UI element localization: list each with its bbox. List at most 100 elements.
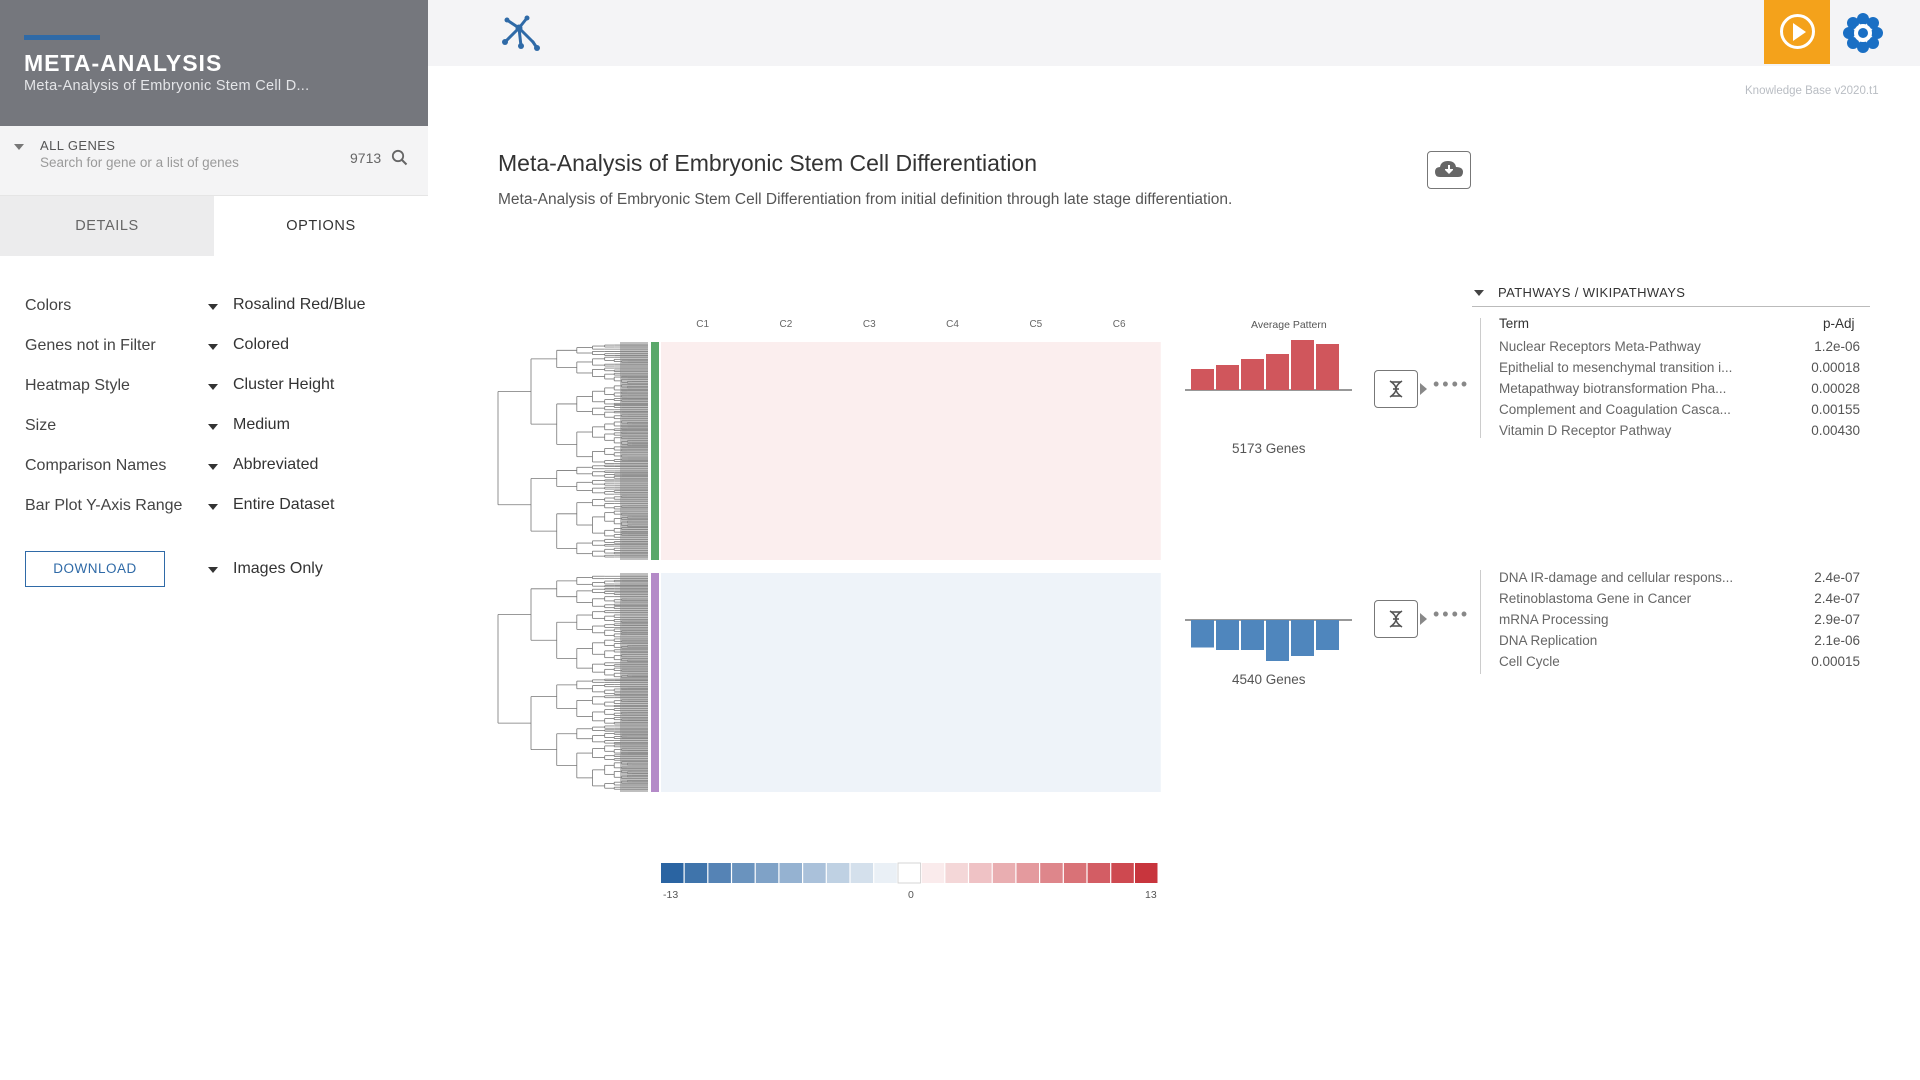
- pathway-term[interactable]: Retinoblastoma Gene in Cancer: [1499, 591, 1692, 606]
- pathway-padj: 2.1e-06: [1814, 633, 1860, 648]
- legend-min-label: -13: [663, 889, 679, 901]
- caret-down-icon[interactable]: [208, 344, 218, 350]
- gene-filter-label[interactable]: ALL GENES: [40, 138, 116, 153]
- pathways-col-term: Term: [1499, 316, 1529, 331]
- pathway-padj: 0.00015: [1811, 654, 1860, 669]
- cloud-download-icon: [1435, 161, 1463, 177]
- network-logo-icon[interactable]: [497, 12, 543, 52]
- average-pattern-label: Average Pattern: [1251, 319, 1327, 331]
- cloud-download-button[interactable]: [1427, 151, 1471, 189]
- option-label: Bar Plot Y-Axis Range: [25, 497, 183, 514]
- option-label: Colors: [25, 297, 72, 314]
- caret-down-icon[interactable]: [14, 144, 24, 151]
- avg-pattern-bar: [1191, 620, 1214, 648]
- caret-down-icon[interactable]: [208, 384, 218, 390]
- legend-swatch: [779, 863, 802, 883]
- pathway-padj: 2.9e-07: [1814, 612, 1860, 627]
- top-bar: [428, 0, 1920, 66]
- caret-down-icon[interactable]: [208, 504, 218, 510]
- pathway-term[interactable]: Nuclear Receptors Meta-Pathway: [1499, 339, 1701, 354]
- download-format-value[interactable]: Images Only: [233, 560, 323, 577]
- legend-swatch: [1040, 863, 1063, 883]
- flower-brand-icon[interactable]: [1842, 12, 1884, 54]
- tab-details[interactable]: DETAILS: [0, 196, 214, 256]
- pathway-padj: 0.00018: [1811, 360, 1860, 375]
- legend-swatch: [921, 863, 945, 883]
- page-description: Meta-Analysis of Embryonic Stem Cell Dif…: [498, 191, 1233, 208]
- legend-swatch: [874, 863, 897, 883]
- option-value-dropdown[interactable]: Rosalind Red/Blue: [233, 296, 366, 313]
- cluster-down-gene-count: 4540 Genes: [1232, 672, 1306, 687]
- play-button[interactable]: [1764, 0, 1830, 64]
- sidebar-tabs: DETAILS OPTIONS: [0, 196, 428, 256]
- cluster-color-band: [651, 342, 659, 560]
- search-icon[interactable]: [391, 149, 408, 166]
- arrow-right-icon: [1420, 613, 1427, 625]
- legend-swatch: [897, 862, 921, 884]
- pathway-term[interactable]: Cell Cycle: [1499, 654, 1560, 669]
- dendrogram-leaves: [620, 573, 648, 792]
- legend-swatch: [1016, 863, 1039, 883]
- enrichment-button-down[interactable]: [1374, 600, 1418, 638]
- legend-swatch: [732, 863, 755, 883]
- play-triangle-icon: [1793, 23, 1806, 41]
- legend-swatch: [1135, 863, 1158, 883]
- avg-pattern-bar: [1316, 344, 1339, 390]
- gene-count: 9713: [350, 150, 382, 166]
- pathway-term[interactable]: DNA IR-damage and cellular respons...: [1499, 570, 1734, 585]
- legend-swatch: [1063, 863, 1087, 883]
- caret-down-icon[interactable]: [208, 304, 218, 310]
- pathways-header[interactable]: PATHWAYS / WIKIPATHWAYS: [1498, 285, 1686, 300]
- avg-pattern-bar: [1266, 354, 1289, 390]
- caret-down-icon[interactable]: [1474, 290, 1484, 296]
- heatmap-column-label: C2: [779, 319, 793, 330]
- pathway-padj: 0.00155: [1811, 402, 1860, 417]
- tab-options[interactable]: OPTIONS: [214, 196, 428, 256]
- pathways-divider: [1480, 570, 1481, 674]
- avg-pattern-bar: [1241, 620, 1264, 650]
- option-value-dropdown[interactable]: Cluster Height: [233, 376, 335, 393]
- option-value-dropdown[interactable]: Medium: [233, 416, 290, 433]
- legend-swatch: [969, 863, 992, 883]
- dendrogram: [497, 575, 648, 790]
- dendrogram: [497, 344, 648, 558]
- avg-pattern-bar: [1316, 620, 1339, 650]
- legend-swatch: [1111, 863, 1134, 883]
- dendrogram-leaves: [620, 342, 648, 560]
- pathway-term[interactable]: Complement and Coagulation Casca...: [1499, 402, 1731, 417]
- option-value-dropdown[interactable]: Abbreviated: [233, 456, 319, 473]
- option-label: Comparison Names: [25, 457, 167, 474]
- legend-swatch: [992, 863, 1016, 883]
- caret-down-icon[interactable]: [208, 424, 218, 430]
- header-accent-bar: [24, 35, 100, 40]
- option-label: Heatmap Style: [25, 377, 130, 394]
- app-subtitle: Meta-Analysis of Embryonic Stem Cell D..…: [24, 78, 310, 94]
- knowledge-base-version: Knowledge Base v2020.t1: [1745, 85, 1879, 97]
- avg-pattern-bar: [1266, 620, 1289, 661]
- avg-pattern-bar: [1216, 365, 1239, 390]
- heatmap-column-label: C6: [1112, 319, 1126, 330]
- download-button[interactable]: DOWNLOAD: [25, 551, 165, 587]
- enrichment-button-up[interactable]: [1374, 370, 1418, 408]
- pathway-term[interactable]: Epithelial to mesenchymal transition i..…: [1499, 360, 1733, 375]
- pathway-term[interactable]: Vitamin D Receptor Pathway: [1499, 423, 1672, 438]
- pathway-term[interactable]: DNA Replication: [1499, 633, 1598, 648]
- pathway-term[interactable]: Metapathway biotransformation Pha...: [1499, 381, 1727, 396]
- option-value-dropdown[interactable]: Entire Dataset: [233, 496, 335, 513]
- option-value-dropdown[interactable]: Colored: [233, 336, 290, 353]
- pathway-padj: 1.2e-06: [1814, 339, 1860, 354]
- connector-dots: ••••: [1433, 374, 1471, 394]
- heatmap-cluster-background: [661, 573, 1161, 792]
- sidebar: META-ANALYSIS Meta-Analysis of Embryonic…: [0, 0, 428, 1080]
- pathways-divider: [1480, 318, 1481, 438]
- pathway-term[interactable]: mRNA Processing: [1499, 612, 1609, 627]
- app-title: META-ANALYSIS: [24, 50, 223, 76]
- heatmap-cluster-background: [661, 342, 1161, 560]
- option-label: Size: [25, 417, 57, 434]
- gene-search-input[interactable]: [40, 155, 340, 170]
- page-title: Meta-Analysis of Embryonic Stem Cell Dif…: [498, 150, 1038, 176]
- caret-down-icon[interactable]: [208, 464, 218, 470]
- caret-down-icon[interactable]: [208, 567, 218, 573]
- legend-swatch: [755, 863, 779, 883]
- option-label: Genes not in Filter: [25, 337, 156, 354]
